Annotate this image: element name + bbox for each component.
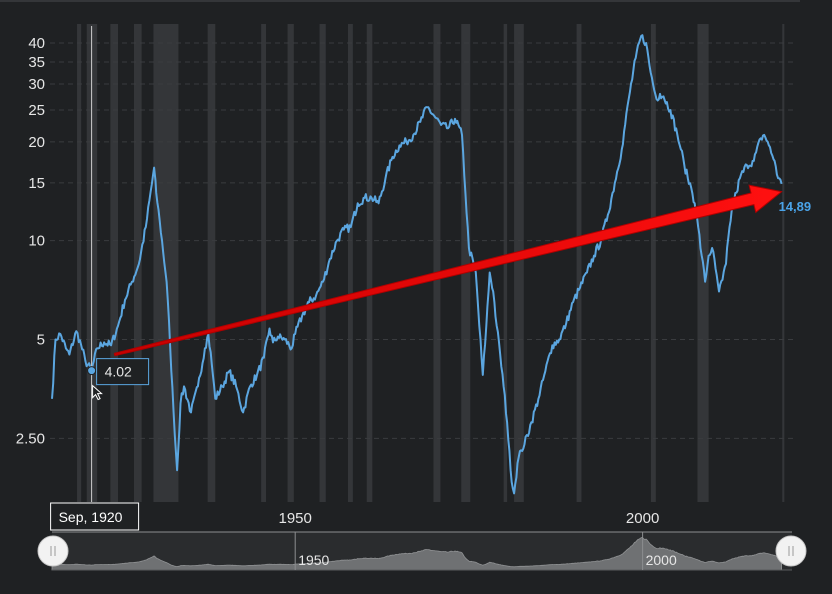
handle-left-knob[interactable]	[37, 535, 69, 567]
recession-band	[133, 24, 142, 502]
recession-band	[433, 24, 441, 502]
x-tick-label: 2000	[626, 510, 659, 527]
handle-right-knob[interactable]	[775, 535, 807, 567]
navigator-handle-left[interactable]	[37, 535, 69, 567]
x-tick-label: 1950	[279, 510, 312, 527]
navigator-ticks: 1950 2000	[294, 532, 677, 570]
tooltip-box	[96, 358, 150, 386]
date-box	[50, 502, 140, 531]
recession-band	[576, 24, 582, 502]
y-tick-label: 5	[37, 332, 45, 349]
y-tick-label: 40	[28, 35, 45, 52]
recession-band	[110, 24, 119, 502]
y-tick-label: 25	[28, 102, 45, 119]
y-tick-label: 2.50	[16, 430, 45, 447]
recession-band	[319, 24, 326, 502]
series-line[interactable]	[51, 34, 783, 495]
mouse-pointer-icon	[92, 384, 103, 401]
recession-band	[366, 24, 373, 502]
x-axis: 1950 2000	[279, 510, 660, 527]
y-tick-label: 10	[28, 233, 45, 250]
recession-band	[207, 24, 216, 502]
recession-band	[287, 24, 294, 502]
y-tick-label: 15	[28, 175, 45, 192]
recession-band	[461, 24, 471, 502]
y-axis: 2.50 5 10 15 20 25 30 35 40	[16, 35, 45, 447]
navigator-tick-label: 1950	[298, 552, 329, 568]
y-tick-label: 30	[28, 76, 45, 93]
navigator-series-area	[51, 536, 782, 571]
navigator-tick-label: 2000	[646, 552, 677, 568]
recession-band	[650, 24, 656, 502]
recession-band	[514, 24, 524, 502]
grip-icon	[788, 546, 794, 556]
last-value-label: 14,89	[779, 199, 812, 214]
grip-icon	[50, 546, 56, 556]
recession-band	[261, 24, 267, 502]
tooltip-value: 4.02	[105, 364, 132, 380]
y-tick-label: 20	[28, 134, 45, 151]
tooltip: 4.02	[96, 358, 150, 386]
recession-band	[348, 24, 353, 502]
hover-marker	[87, 366, 97, 376]
navigator-handle-right[interactable]	[775, 535, 807, 567]
y-tick-label: 35	[28, 54, 45, 71]
grid-lines	[50, 42, 795, 439]
date-text: Sep, 1920	[59, 509, 123, 525]
navigator[interactable]: 1950 2000	[37, 531, 807, 571]
trend-arrow	[113, 184, 783, 357]
recession-band	[77, 24, 82, 502]
recession-band	[782, 24, 785, 502]
crosshair-date-label: Sep, 1920	[50, 502, 140, 531]
